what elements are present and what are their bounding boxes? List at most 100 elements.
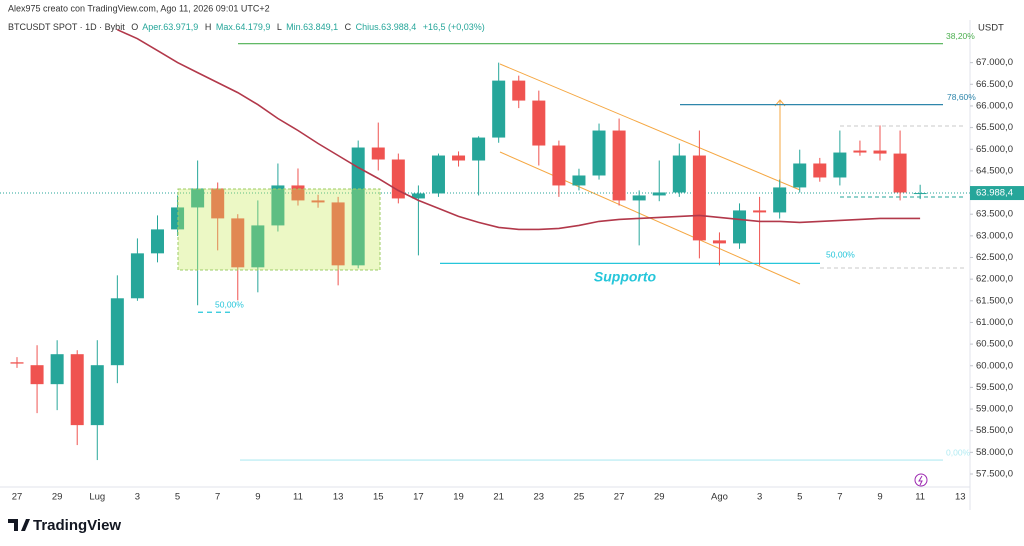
candle-body: [411, 193, 425, 199]
change: +16,5 (+0,03%): [423, 22, 485, 32]
symbol: BTCUSDT SPOT · 1D · Bybit: [8, 22, 125, 32]
x-tick-label: 27: [614, 492, 625, 503]
candle-body: [753, 210, 767, 213]
x-tick-label: 29: [654, 492, 665, 503]
candle-body: [873, 150, 887, 154]
x-tick-label: 3: [757, 492, 762, 503]
annotation: Supporto: [594, 269, 657, 285]
candle-body: [50, 354, 64, 385]
y-tick-label: 66.500,0: [976, 79, 1013, 90]
y-tick-label: 61.000,0: [976, 317, 1013, 328]
high-value: Max.64.179,9: [216, 22, 271, 32]
x-tick-label: 3: [135, 492, 140, 503]
x-tick-label: 27: [12, 492, 23, 503]
h-key: H: [205, 22, 212, 32]
arrow-head: [774, 99, 786, 107]
candle-body: [793, 163, 807, 188]
candle-body: [251, 225, 265, 268]
candle-body: [552, 145, 566, 186]
x-tick-label: 29: [52, 492, 63, 503]
y-tick-label: 58.500,0: [976, 425, 1013, 436]
candle-body: [70, 354, 84, 426]
candle-body: [90, 365, 104, 426]
candle-body: [431, 155, 445, 194]
channel-upper: [499, 63, 801, 191]
y-tick-label: 65.000,0: [976, 144, 1013, 155]
candle-body: [612, 130, 626, 201]
candle-body: [150, 229, 164, 254]
x-tick-label: 5: [797, 492, 802, 503]
currency: USDT: [978, 23, 1004, 34]
x-tick-label: 7: [215, 492, 220, 503]
y-tick-label: 66.000,0: [976, 100, 1013, 111]
y-tick-label: 60.000,0: [976, 360, 1013, 371]
x-tick-label: 25: [574, 492, 585, 503]
brand: TradingView: [33, 517, 121, 534]
y-tick-label: 64.500,0: [976, 165, 1013, 176]
candle-body: [30, 365, 44, 385]
x-tick-label: 23: [534, 492, 545, 503]
y-tick-label: 59.500,0: [976, 382, 1013, 393]
candle-body: [10, 362, 24, 364]
candle-body: [692, 155, 706, 241]
price-tag: [970, 186, 1024, 201]
range-box: [177, 188, 381, 271]
candle-body: [351, 147, 365, 266]
y-tick-label: 67.000,0: [976, 57, 1013, 68]
candle-body: [231, 218, 245, 268]
candle-body: [110, 298, 124, 366]
alert-icon: [914, 473, 928, 487]
candle-body: [672, 155, 686, 193]
x-tick-label: Ago: [711, 492, 728, 503]
legend-bar: BTCUSDT SPOT · 1D · Bybit O Aper.63.971,…: [8, 22, 485, 32]
x-tick-label: 21: [493, 492, 504, 503]
x-tick-label: 11: [915, 492, 925, 503]
logo-icon: [8, 519, 30, 531]
candle-body: [712, 240, 726, 244]
y-tick-label: 57.500,0: [976, 469, 1013, 480]
candle-body: [813, 163, 827, 178]
x-tick-label: 5: [175, 492, 180, 503]
attribution: Alex975 creato con TradingView.com, Ago …: [8, 3, 270, 13]
y-tick-label: 60.500,0: [976, 339, 1013, 350]
open-value: Aper.63.971,9: [142, 22, 198, 32]
x-tick-label: 19: [453, 492, 464, 503]
candle-body: [733, 210, 747, 244]
moving-average: [116, 28, 921, 231]
y-tick-label: 58.000,0: [976, 447, 1013, 458]
candle-body: [532, 100, 546, 146]
x-tick-label: 11: [293, 492, 303, 503]
y-tick-label: 62.500,0: [976, 252, 1013, 263]
level-label: 50,00%: [215, 300, 244, 310]
candle-body: [893, 153, 907, 193]
candle-body: [913, 193, 927, 195]
candle-body: [492, 80, 506, 138]
candle-body: [271, 185, 285, 226]
price-tag-label: 63.988,4: [976, 188, 1013, 199]
y-tick-label: 62.000,0: [976, 274, 1013, 285]
drawings: [499, 63, 965, 487]
candle-body: [191, 188, 205, 208]
x-tick-label: 9: [877, 492, 882, 503]
y-tick-label: 65.500,0: [976, 122, 1013, 133]
x-tick-label: Lug: [89, 492, 105, 503]
close-value: Chius.63.988,4: [356, 22, 417, 32]
x-tick-label: 13: [955, 492, 966, 503]
low-value: Min.63.849,1: [286, 22, 338, 32]
candle-body: [512, 80, 526, 101]
x-tick-label: 13: [333, 492, 344, 503]
y-tick-label: 63.500,0: [976, 209, 1013, 220]
x-tick-label: 9: [255, 492, 260, 503]
y-tick-label: 59.000,0: [976, 404, 1013, 415]
level-label: 0,00%: [946, 447, 971, 457]
level-label: 78,60%: [947, 92, 976, 102]
candle-body: [592, 130, 606, 176]
x-tick-label: 15: [373, 492, 384, 503]
candle-body: [773, 187, 787, 213]
candle-body: [311, 200, 325, 203]
x-tick-label: 17: [413, 492, 424, 503]
candle-body: [572, 175, 586, 186]
level-label: 50,00%: [826, 250, 855, 260]
